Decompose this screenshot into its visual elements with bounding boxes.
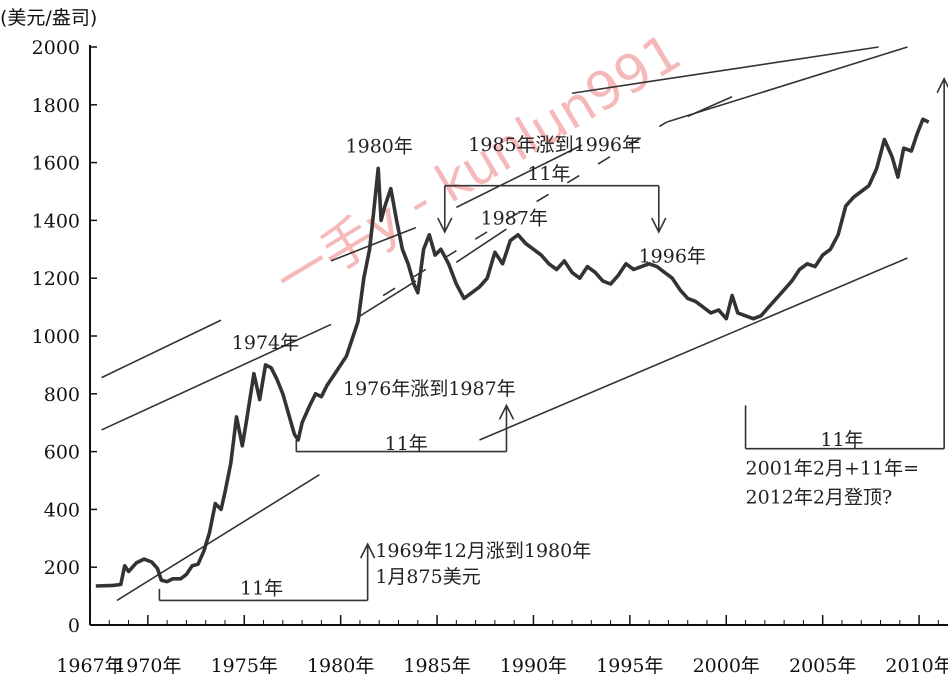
watermark-text: 一手y - kunlun991 xyxy=(266,22,692,311)
x-tick-label: 1975年 xyxy=(211,655,278,677)
chart-annotation: 2012年2月登顶? xyxy=(746,487,893,509)
x-tick-label: 1967年 xyxy=(56,655,123,677)
trend-channel-line xyxy=(357,280,417,318)
chart-annotation: 1976年涨到1987年 xyxy=(343,378,516,400)
x-tick-label: 1980年 xyxy=(307,655,374,677)
chart-annotation: 11年 xyxy=(820,429,863,451)
chart-annotation: 11年 xyxy=(385,433,428,455)
trend-channel-line xyxy=(101,323,332,431)
x-tick-label: 1990年 xyxy=(500,655,567,677)
y-tick-label: 1000 xyxy=(32,326,80,348)
chart-annotation: 1996年 xyxy=(639,245,706,267)
y-tick-label: 0 xyxy=(68,615,80,637)
y-tick-label: 1400 xyxy=(32,210,80,232)
y-tick-label: 1600 xyxy=(32,153,80,175)
chart-annotation: 1974年 xyxy=(232,332,299,354)
y-tick-label: 1200 xyxy=(32,268,80,290)
chart-annotation: 1980年 xyxy=(346,135,413,157)
x-tick-label: 2005年 xyxy=(789,655,856,677)
trend-channel-line xyxy=(455,144,583,209)
x-tick-label: 1985年 xyxy=(403,655,470,677)
chart-annotation: 1985年涨到1996年 xyxy=(468,134,641,156)
chart-annotation: 1969年12月涨到1980年 xyxy=(375,540,591,562)
trend-channel-line xyxy=(116,474,320,602)
trend-channel-line xyxy=(571,46,879,95)
chart-annotation: 1987年 xyxy=(481,208,548,230)
y-tick-label: 800 xyxy=(44,384,80,406)
trend-channel-line xyxy=(479,257,908,441)
trend-channel-line xyxy=(666,46,908,123)
chart-annotation: 11年 xyxy=(240,578,283,600)
x-tick-label: 2010年 xyxy=(885,655,948,677)
x-tick-label: 1970年 xyxy=(114,655,181,677)
span-arrow xyxy=(936,77,948,94)
x-tick-label: 1995年 xyxy=(596,655,663,677)
span-arrow xyxy=(498,403,515,420)
y-tick-label: 400 xyxy=(44,499,80,521)
y-tick-label: 2000 xyxy=(32,37,80,59)
trend-channel-line xyxy=(455,228,507,263)
y-tick-label: 200 xyxy=(44,557,80,579)
trend-channel-line xyxy=(330,226,417,262)
chart-annotation: 1月875美元 xyxy=(375,566,480,588)
chart-annotation: 11年 xyxy=(527,163,570,185)
x-tick-label: 2000年 xyxy=(693,655,760,677)
trend-channel-line xyxy=(101,319,222,379)
y-tick-label: 600 xyxy=(44,442,80,464)
y-tick-label: 1800 xyxy=(32,95,80,117)
y-axis-label: (美元/盎司) xyxy=(0,7,97,29)
span-arrow xyxy=(651,217,667,234)
chart-annotation: 2001年2月+11年= xyxy=(746,458,919,480)
trend-channel-line xyxy=(687,95,733,118)
gold-price-line xyxy=(95,117,930,588)
span-arrow xyxy=(437,217,453,234)
span-arrow xyxy=(359,542,376,559)
